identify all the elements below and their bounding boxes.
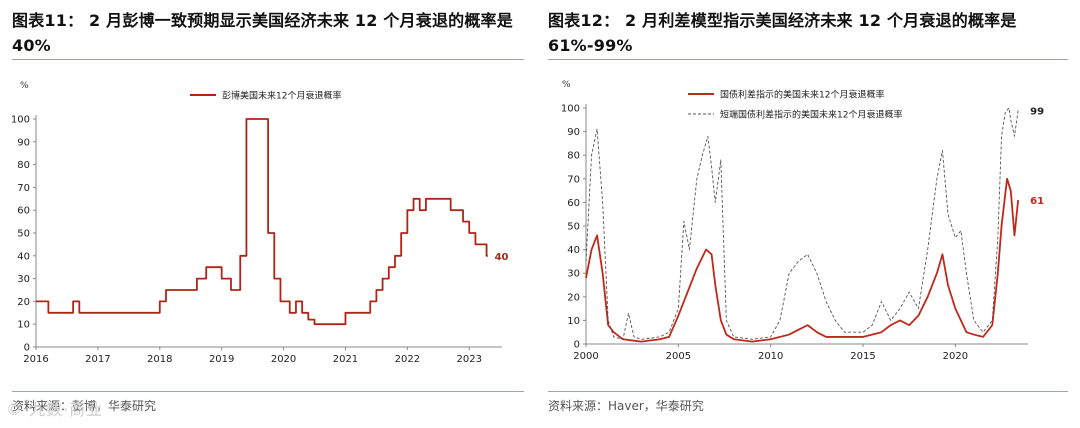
y-tick-label: 40 (567, 245, 580, 256)
right-source-divider (548, 391, 1068, 392)
left-title-line1: 图表11： 2 月彭博一致预期显示美国经济未来 12 个月衰退的概率是 (12, 11, 513, 30)
left-panel: 图表11： 2 月彭博一致预期显示美国经济未来 12 个月衰退的概率是 40% (12, 0, 524, 58)
y-tick-label: 70 (17, 183, 30, 194)
end-value-label: 40 (495, 252, 509, 263)
y-tick-label: 90 (17, 137, 30, 148)
x-tick-label: 2021 (333, 354, 358, 365)
left-figure-title: 图表11： 2 月彭博一致预期显示美国经济未来 12 个月衰退的概率是 40% (12, 8, 524, 58)
legend-label: 短端国债利差指示的美国未来12个月衰退概率 (720, 109, 902, 121)
y-tick-label: 0 (24, 343, 30, 354)
right-title-divider (548, 59, 1068, 60)
y-tick-label: 70 (567, 174, 580, 185)
x-tick-label: 2023 (457, 354, 482, 365)
x-tick-label: 2020 (943, 351, 968, 362)
left-source-divider (12, 391, 524, 392)
x-tick-label: 2000 (573, 351, 598, 362)
right-title-line2: 61%-99% (548, 36, 633, 55)
y-tick-label: 10 (17, 320, 30, 331)
y-tick-label: 0 (574, 340, 580, 351)
x-tick-label: 2005 (666, 351, 691, 362)
x-tick-label: 2016 (23, 354, 48, 365)
y-tick-label: 40 (17, 251, 30, 262)
x-tick-label: 2022 (395, 354, 420, 365)
right-title-line1: 图表12： 2 月利差模型指示美国经济未来 12 个月衰退的概率是 (548, 11, 1017, 30)
y-unit-label: % (562, 80, 571, 90)
y-tick-label: 50 (17, 229, 30, 240)
x-tick-label: 2010 (758, 351, 783, 362)
series-line-1 (585, 177, 1020, 343)
y-tick-label: 90 (567, 127, 580, 138)
right-source-note: 资料来源：Haver，华泰研究 (548, 399, 704, 413)
y-tick-label: 60 (17, 206, 30, 217)
y-tick-label: 20 (567, 292, 580, 303)
left-source-note: 资料来源：彭博，华泰研究 (12, 399, 157, 413)
y-tick-label: 100 (11, 115, 30, 126)
series-line-2 (585, 107, 1019, 340)
end-value-label: 61 (1030, 196, 1044, 207)
right-chart: % 0 10 20 30 40 50 60 70 80 90 100 2000 2005 2010 2015 2… (561, 80, 1044, 362)
left-title-divider (12, 59, 524, 60)
right-panel: 图表12： 2 月利差模型指示美国经济未来 12 个月衰退的概率是 61%-99… (548, 0, 1068, 58)
y-tick-label: 50 (567, 222, 580, 233)
y-tick-label: 80 (17, 160, 30, 171)
right-figure-title: 图表12： 2 月利差模型指示美国经济未来 12 个月衰退的概率是 61%-99… (548, 8, 1068, 58)
x-tick-label: 2015 (850, 351, 875, 362)
x-tick-label: 2018 (147, 354, 172, 365)
left-title-line2: 40% (12, 36, 51, 55)
y-tick-label: 20 (17, 297, 30, 308)
legend-label: 彭博美国未来12个月衰退概率 (222, 90, 341, 102)
y-tick-label: 30 (567, 269, 580, 280)
y-unit-label: % (20, 81, 29, 91)
y-tick-label: 30 (17, 274, 30, 285)
left-chart: % 0 10 20 30 40 50 60 70 80 90 100 2016 2017 2018 2019 2… (11, 81, 509, 365)
x-tick-label: 2019 (209, 354, 234, 365)
y-tick-label: 80 (567, 151, 580, 162)
series-line-1 (36, 118, 488, 326)
y-tick-label: 10 (567, 316, 580, 327)
end-value-label: 99 (1030, 106, 1044, 117)
y-tick-label: 100 (561, 104, 580, 115)
watermark-logo: © 九数·商业 (6, 400, 104, 419)
x-tick-label: 2017 (85, 354, 110, 365)
y-tick-label: 60 (567, 198, 580, 209)
x-tick-label: 2020 (271, 354, 296, 365)
legend-label: 国债利差指示的美国未来12个月衰退概率 (720, 89, 884, 101)
